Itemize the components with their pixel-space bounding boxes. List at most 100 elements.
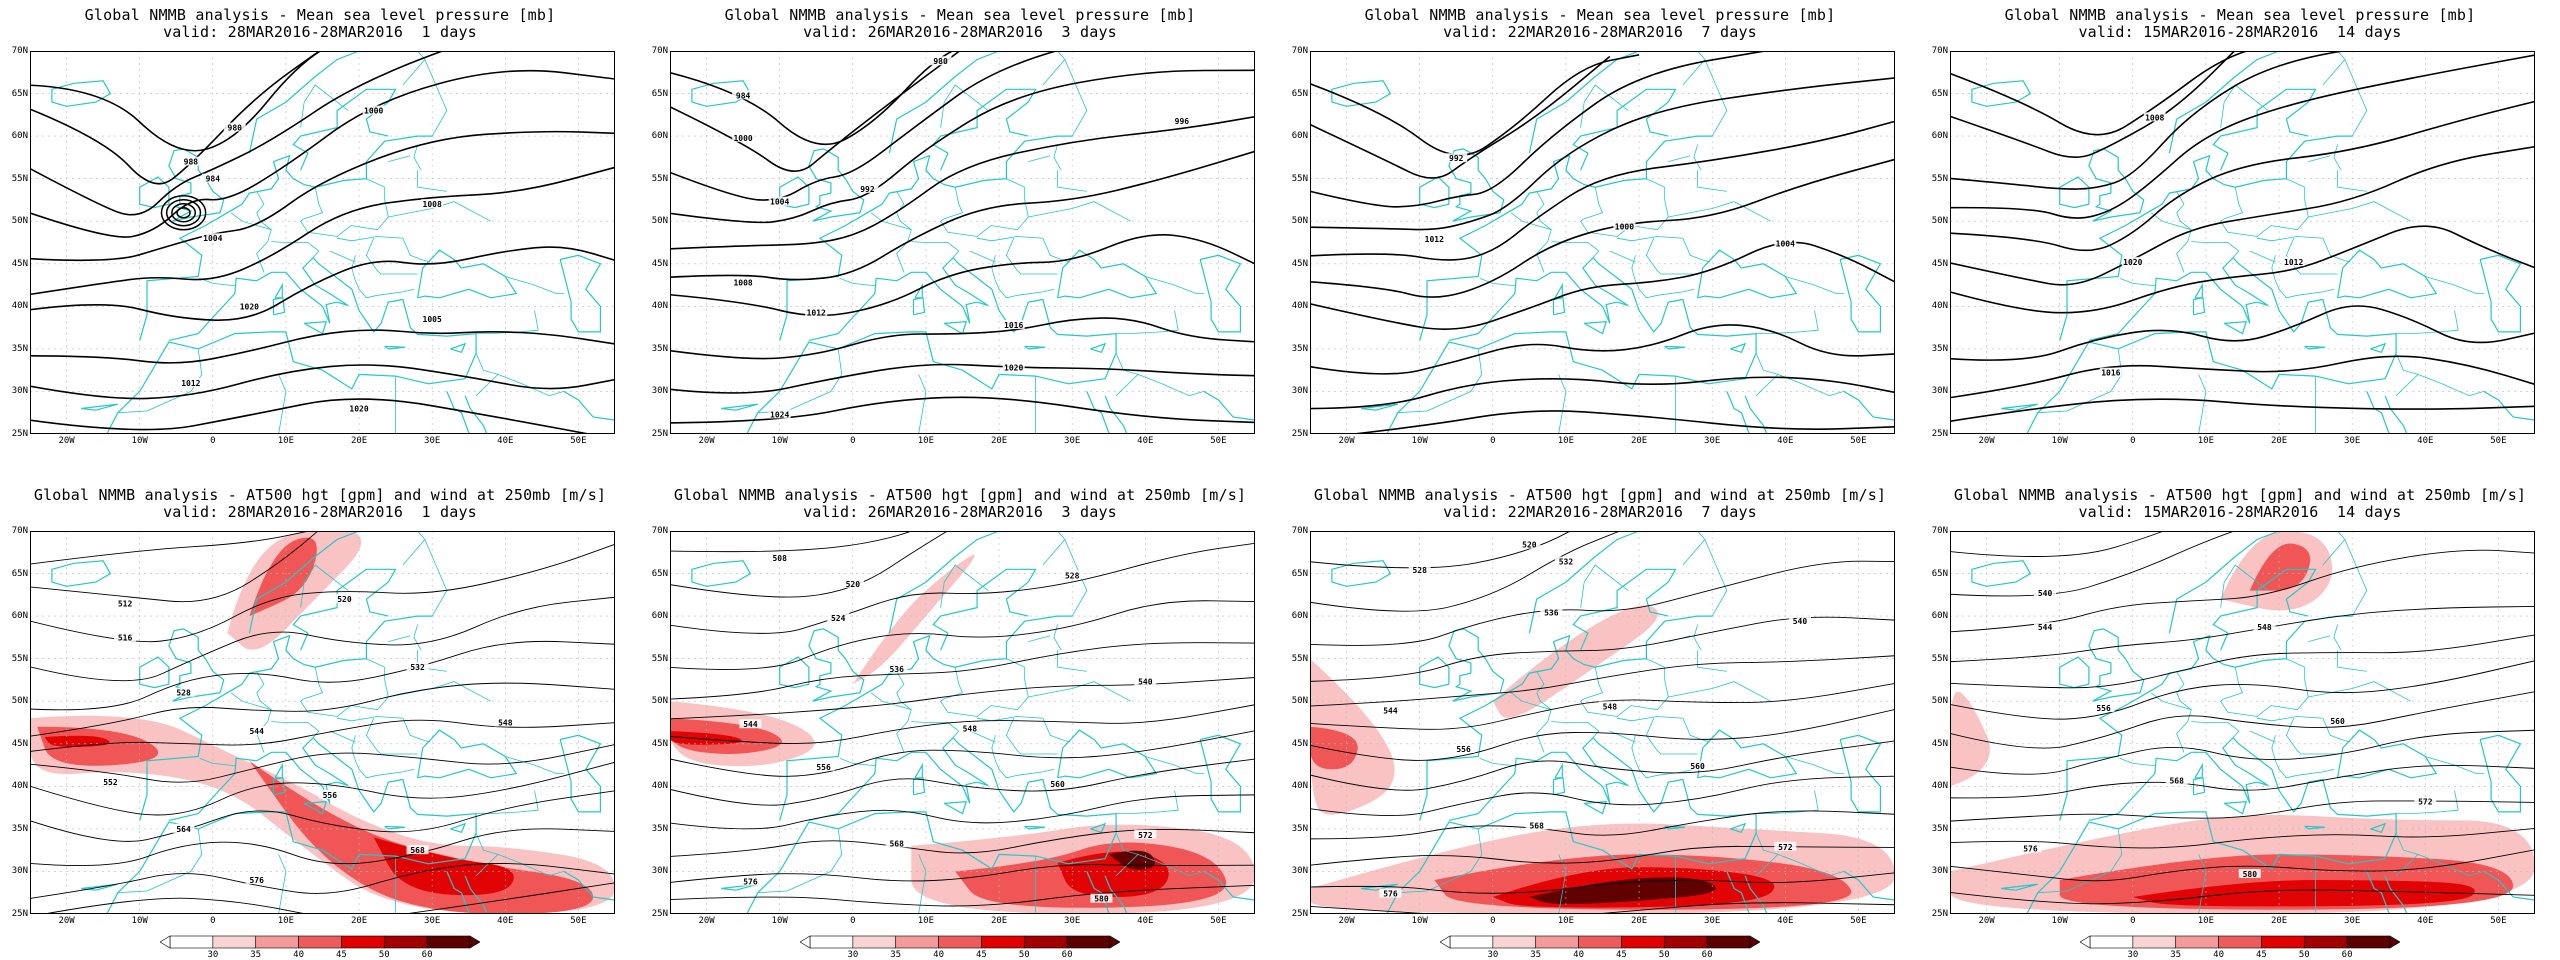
country-border (1693, 144, 1702, 171)
colorbar-swatch (1535, 935, 1579, 949)
coastline (292, 88, 397, 171)
country-border (1777, 374, 1844, 397)
longitude-label: 10W (1411, 916, 1428, 926)
map-svg: 512 516 520 528 532 544 548 552 556 564 568 576 (30, 531, 615, 914)
wind-colorbar (1440, 935, 1760, 949)
coastline (1386, 736, 1757, 914)
country-border (2308, 201, 2411, 222)
longitude-label: 50E (2490, 916, 2507, 926)
colorbar-swatch (2132, 935, 2177, 949)
map-svg: 992 1012 1000 1004 (1310, 51, 1895, 434)
colorbar-swatch (852, 935, 897, 949)
geopotential-contour (30, 531, 319, 603)
colorbar-tick-label: 50 (2298, 950, 2310, 960)
latitude-label: 45N (1291, 258, 1308, 269)
country-border (2271, 255, 2334, 299)
coastline (1090, 822, 1107, 834)
country-border (1057, 650, 1087, 672)
country-border (2150, 692, 2192, 753)
latitude-label: 40N (1291, 301, 1308, 312)
coastline (779, 656, 810, 689)
country-border (2395, 352, 2419, 396)
contour-label: 568 (889, 839, 904, 848)
panel-title: Global NMMB analysis - Mean sea level pr… (2004, 6, 2476, 24)
coastline (932, 88, 1037, 171)
country-border (117, 828, 203, 894)
isobar (670, 234, 1255, 317)
isobar (1347, 410, 1895, 434)
country-border (2333, 144, 2342, 171)
longitude-label: 50E (2490, 436, 2507, 446)
coastline (943, 321, 968, 335)
colorbar-swatch (938, 935, 982, 949)
contour-label: 1000 (1615, 222, 1634, 231)
coastline (1199, 734, 1242, 813)
isobar (670, 396, 1255, 424)
country-border (2285, 238, 2338, 275)
country-border (329, 730, 356, 743)
contour-label: 556 (816, 763, 831, 772)
colorbar-tick-label: 50 (1018, 950, 1030, 960)
contour-label: 1020 (1004, 364, 1023, 373)
longitude-label: 0 (1490, 436, 1496, 446)
contour-label: 544 (249, 727, 264, 736)
latitude-label: 35N (651, 823, 668, 834)
country-border (1580, 178, 1669, 237)
country-border (424, 59, 448, 137)
country-border (1704, 539, 1728, 617)
country-border (1174, 790, 1179, 811)
country-border (534, 790, 539, 811)
latitude-label: 70N (1931, 526, 1948, 536)
colorbar-tick-label: 60 (1701, 950, 1713, 960)
coastline (106, 736, 477, 914)
country-border (2257, 236, 2351, 263)
country-border (2285, 718, 2338, 755)
country-border (2119, 277, 2157, 287)
coastline (2059, 656, 2090, 689)
country-border (278, 374, 287, 434)
geopotential-contour (1950, 660, 2535, 720)
country-border (497, 854, 564, 877)
colorbar-tick-label: 60 (1061, 950, 1073, 960)
isobar (30, 364, 615, 400)
geopotential-contour (670, 864, 1255, 883)
country-border (1668, 681, 1771, 702)
country-border (2119, 757, 2157, 767)
coastline (1199, 254, 1242, 333)
geopotential-contour (1950, 634, 2535, 689)
contour-label: 540 (2038, 589, 2053, 598)
longitude-label: 40E (1777, 916, 1794, 926)
country-border (1028, 681, 1131, 702)
contour-label: 556 (1456, 745, 1471, 754)
country-border (1064, 59, 1088, 137)
jet-wind-shading (44, 735, 110, 748)
coastline (446, 391, 470, 434)
coastline (1664, 345, 1686, 350)
coastline (464, 875, 488, 914)
country-border (2417, 374, 2484, 397)
isobar (30, 69, 615, 238)
map-panel: Global NMMB analysis - AT500 hgt [gpm] a… (1280, 480, 1920, 960)
geopotential-contour (30, 531, 312, 565)
isobar (1310, 51, 1770, 208)
country-border (475, 352, 499, 396)
country-border (1704, 59, 1728, 137)
country-border (117, 348, 203, 414)
contour-label: 1024 (770, 410, 789, 419)
colorbar-tick-label: 50 (1658, 950, 1670, 960)
geopotential-contour (1310, 616, 1895, 682)
longitude-label: 10E (917, 436, 935, 446)
coastline (303, 801, 328, 815)
country-border (1645, 238, 1698, 275)
colorbar-tick-label: 40 (293, 950, 305, 960)
country-border (1005, 718, 1058, 755)
country-border (1028, 155, 1051, 162)
latitude-label: 70N (11, 526, 28, 536)
colorbar-swatch (895, 935, 939, 949)
coastline (888, 51, 1000, 154)
contour-label: 560 (1690, 762, 1705, 771)
country-border (1697, 170, 1727, 192)
longitude-label: 10W (131, 916, 148, 926)
map-svg: 508 520 524 528 536 540 544 548 556 560 568 572 576 5… (670, 531, 1255, 914)
isobar (670, 115, 1255, 250)
